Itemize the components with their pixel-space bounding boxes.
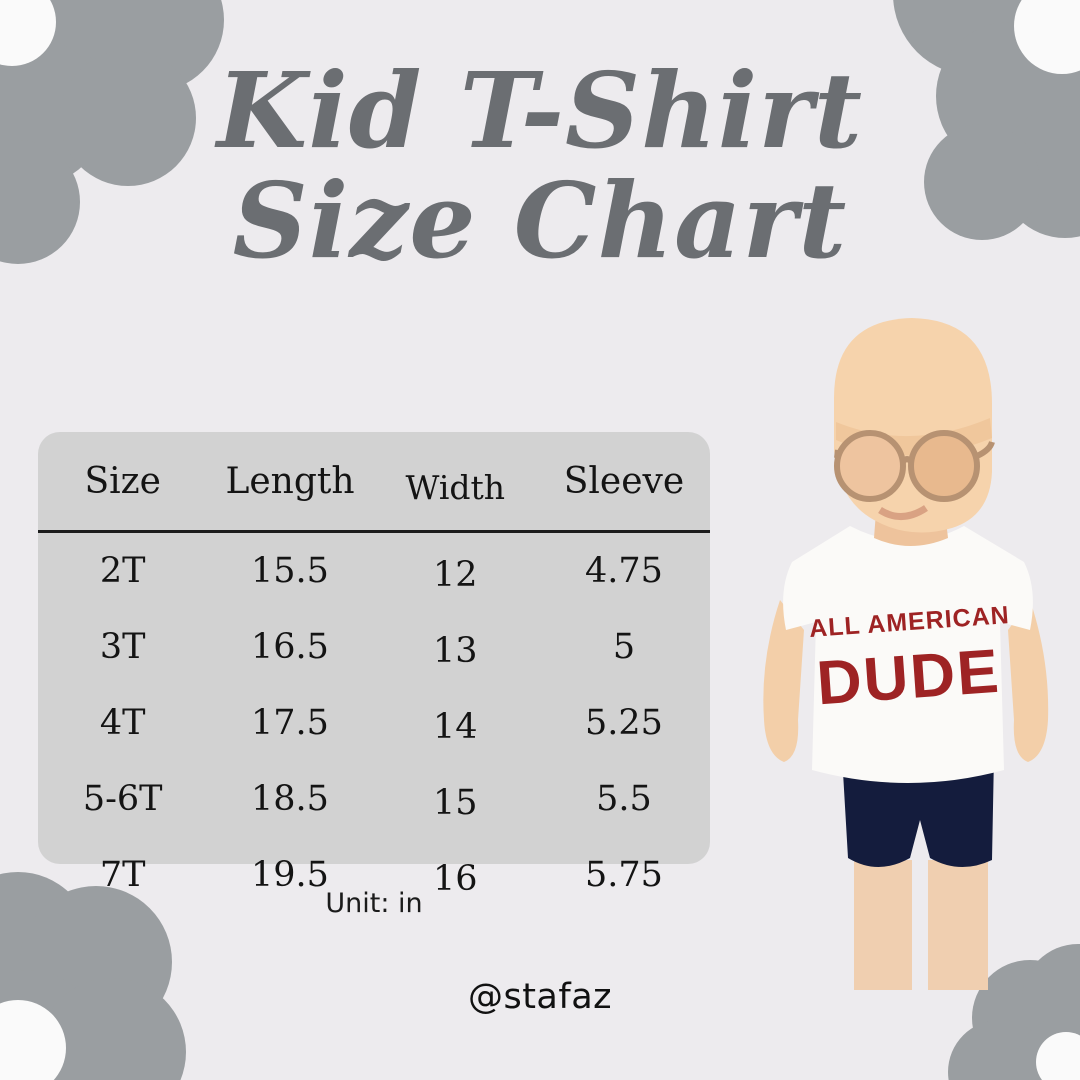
cell-size: 2T [99, 551, 146, 591]
cell-sleeve: 4.75 [585, 551, 663, 591]
size-chart-card: Size Length Width Sleeve 2T 15.5 12 4.75… [38, 432, 710, 899]
cell-width: 14 [433, 706, 478, 747]
size-chart-table: Size Length Width Sleeve 2T 15.5 12 4.75… [38, 432, 710, 913]
cell-sleeve: 5.75 [585, 855, 663, 895]
left-arm [763, 600, 804, 762]
table-header-row: Size Length Width Sleeve [38, 432, 710, 533]
cell-length: 16.5 [251, 627, 329, 667]
sunglasses-icon [834, 430, 995, 502]
head [834, 318, 992, 533]
right-leg [928, 860, 988, 990]
cell-length: 19.5 [251, 855, 329, 895]
cell-width: 12 [433, 554, 478, 595]
cell-width: 13 [433, 630, 478, 671]
column-header-length: Length [207, 432, 373, 533]
cell-length: 17.5 [251, 703, 329, 743]
unit-note: Unit: in [325, 888, 423, 919]
column-header-size: Size [38, 432, 208, 533]
table-row: 2T 15.5 12 4.75 [38, 532, 710, 610]
cell-size: 5-6T [82, 779, 163, 819]
cell-sleeve: 5 [612, 627, 636, 667]
table-row: 5-6T 18.5 15 5.5 [38, 761, 710, 837]
cell-length: 18.5 [251, 779, 329, 819]
column-header-sleeve: Sleeve [537, 432, 710, 533]
cell-width: 15 [433, 782, 478, 823]
shirt-text-line-2: DUDE [815, 637, 1003, 719]
cell-width: 16 [433, 858, 478, 899]
title-line-1: Kid T-Shirt [216, 49, 864, 172]
cell-sleeve: 5.5 [596, 779, 652, 819]
cell-size: 3T [99, 627, 146, 667]
mouth [878, 505, 928, 520]
shorts [842, 755, 994, 868]
cell-sleeve: 5.25 [585, 703, 663, 743]
brand-handle: @stafaz [467, 977, 613, 1017]
left-leg [854, 860, 912, 990]
table-row: 3T 16.5 13 5 [38, 609, 710, 685]
page-title: Kid T-Shirt Size Chart [0, 49, 1080, 283]
right-arm [1008, 600, 1049, 762]
product-photo: ALL AMERICAN DUDE [763, 318, 1049, 990]
title-line-2: Size Chart [232, 159, 848, 283]
table-row: 4T 17.5 14 5.25 [38, 685, 710, 761]
t-shirt [783, 526, 1033, 783]
cell-size: 4T [99, 703, 146, 743]
cell-length: 15.5 [251, 551, 329, 591]
column-header-width: Width [372, 432, 538, 533]
